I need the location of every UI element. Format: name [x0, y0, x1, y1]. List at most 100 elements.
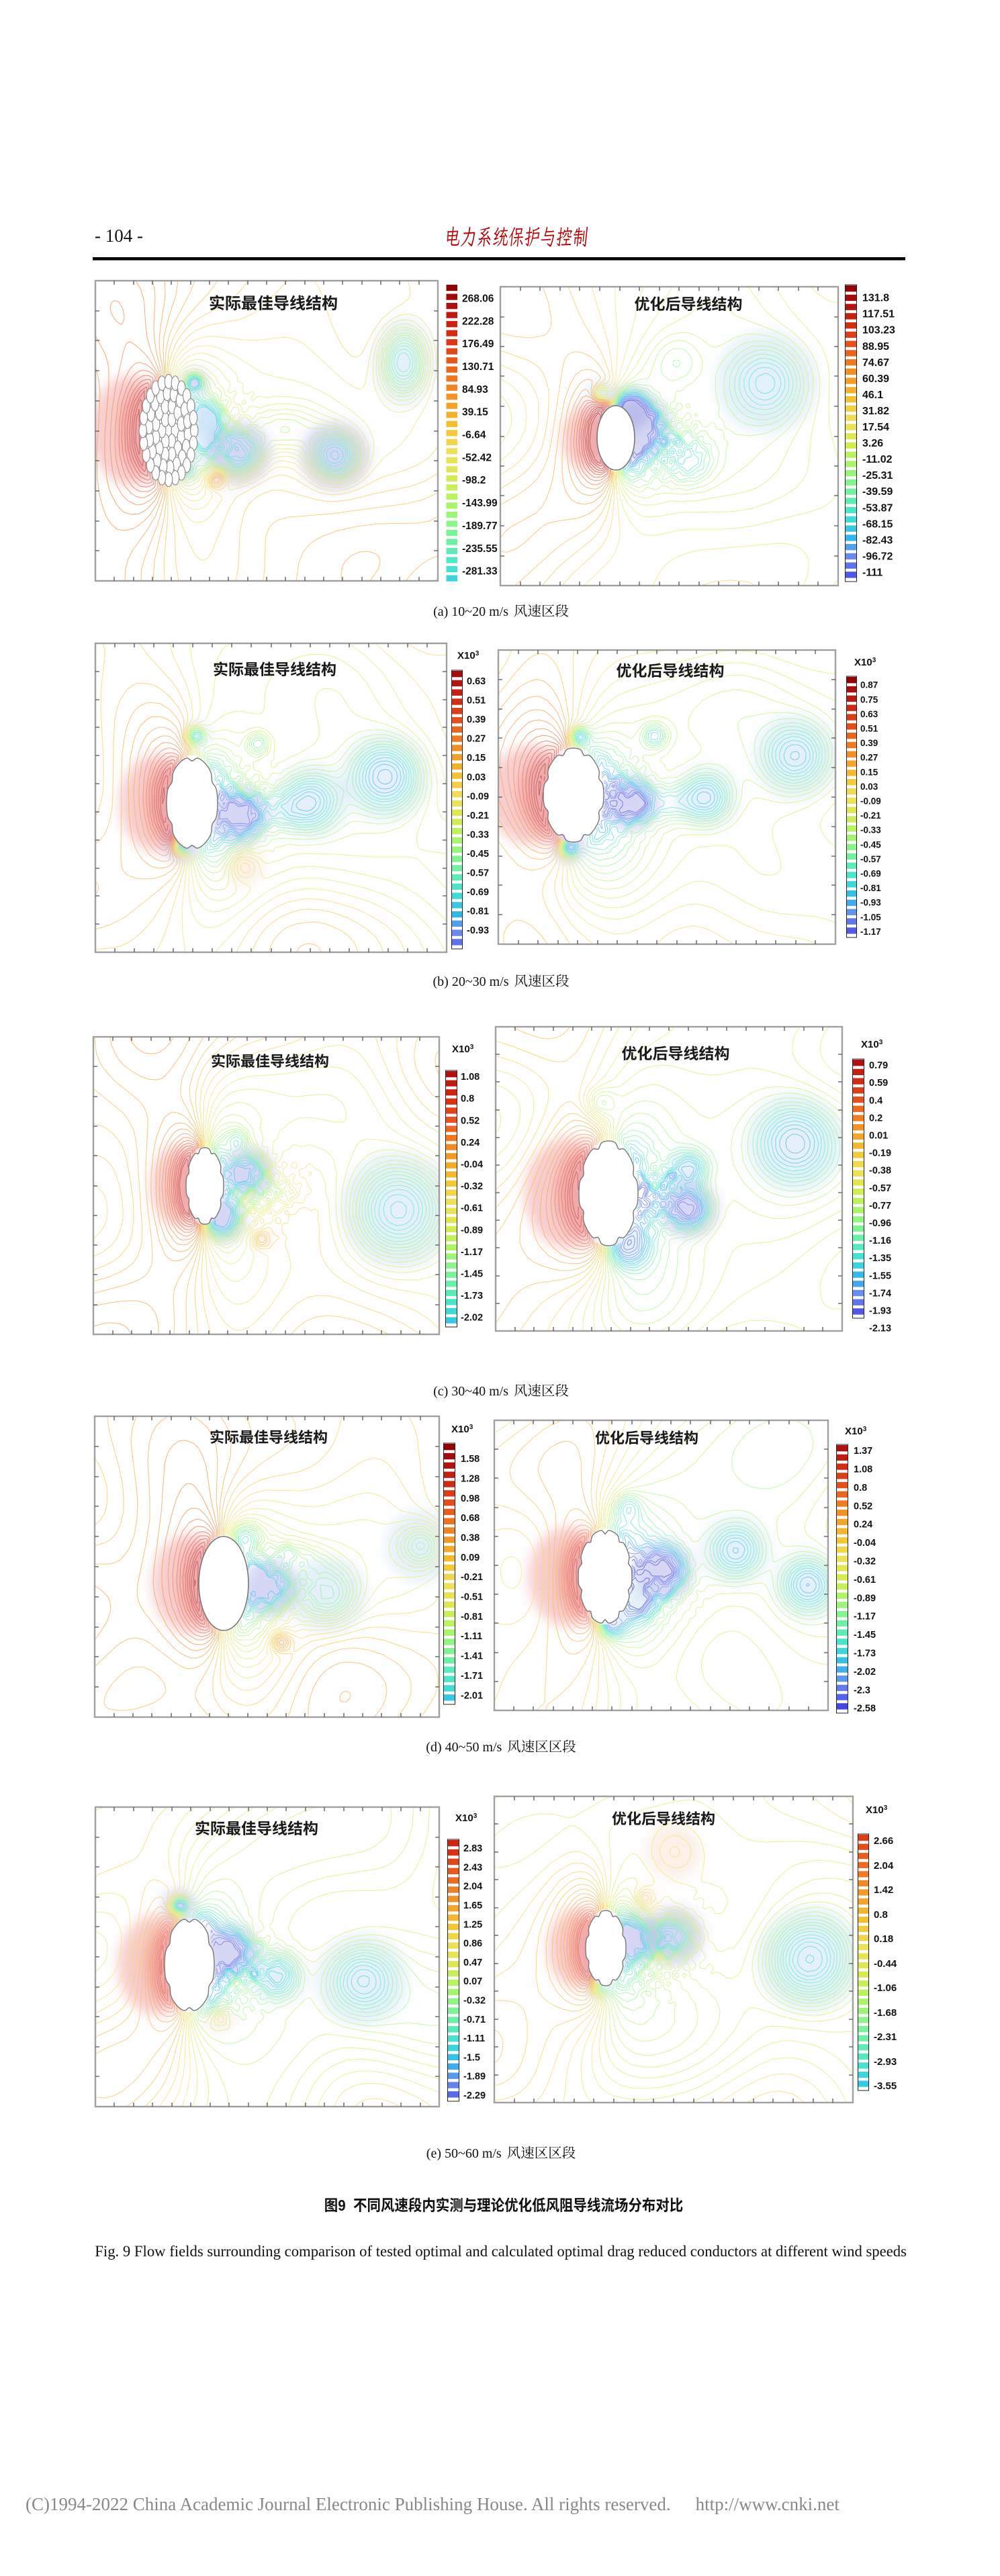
svg-text:-1.74: -1.74 — [869, 1288, 891, 1299]
svg-text:1.42: 1.42 — [874, 1884, 893, 1896]
svg-text:Fig. 9 Flow fields surrounding: Fig. 9 Flow fields surrounding compariso… — [95, 2243, 907, 2260]
svg-text:103.23: 103.23 — [862, 325, 895, 336]
svg-text:-1.17: -1.17 — [854, 1612, 876, 1622]
svg-text:-0.45: -0.45 — [860, 839, 881, 849]
svg-text:-0.57: -0.57 — [860, 854, 881, 864]
svg-text:-1.41: -1.41 — [461, 1651, 483, 1662]
svg-text:0.98: 0.98 — [461, 1493, 480, 1504]
svg-text:0.52: 0.52 — [461, 1115, 480, 1126]
svg-text:0.63: 0.63 — [860, 709, 878, 719]
svg-text:-52.42: -52.42 — [462, 452, 492, 463]
svg-text:-0.32: -0.32 — [854, 1557, 876, 1567]
svg-text:-1.73: -1.73 — [854, 1649, 876, 1659]
svg-text:-1.71: -1.71 — [461, 1671, 483, 1682]
svg-text:0.8: 0.8 — [461, 1094, 474, 1105]
svg-text:-1.05: -1.05 — [860, 912, 881, 922]
svg-text:(d) 40~50 m/s: (d) 40~50 m/s — [426, 1740, 502, 1755]
svg-text:-1.45: -1.45 — [461, 1269, 483, 1280]
svg-text:60.39: 60.39 — [862, 373, 889, 385]
svg-text:0.52: 0.52 — [854, 1501, 872, 1512]
svg-text:-0.77: -0.77 — [869, 1201, 891, 1211]
svg-text:0.38: 0.38 — [461, 1533, 480, 1544]
svg-text:84.93: 84.93 — [462, 384, 488, 396]
svg-text:222.28: 222.28 — [462, 316, 494, 327]
svg-text:-0.09: -0.09 — [860, 796, 881, 807]
svg-text:-0.04: -0.04 — [854, 1538, 876, 1549]
svg-text:17.54: 17.54 — [862, 422, 889, 433]
svg-text:-11.02: -11.02 — [862, 454, 893, 465]
svg-text:-6.64: -6.64 — [462, 430, 486, 441]
svg-text:-1.06: -1.06 — [874, 1982, 897, 1994]
svg-text:0.75: 0.75 — [860, 694, 878, 704]
svg-text:2.04: 2.04 — [463, 1882, 482, 1892]
svg-text:1.08: 1.08 — [854, 1465, 872, 1475]
svg-text:-1.55: -1.55 — [869, 1271, 891, 1281]
svg-text:-189.77: -189.77 — [462, 520, 498, 532]
svg-text:-96.72: -96.72 — [862, 551, 893, 562]
svg-text:0.2: 0.2 — [869, 1113, 882, 1123]
svg-text:-1.17: -1.17 — [461, 1247, 483, 1258]
svg-text:-1.16: -1.16 — [869, 1236, 891, 1246]
svg-text:-0.32: -0.32 — [463, 1996, 486, 2007]
svg-text:-0.04: -0.04 — [461, 1160, 483, 1170]
svg-text:X103: X103 — [845, 1426, 867, 1437]
svg-text:X103: X103 — [854, 657, 876, 668]
svg-text:-1.93: -1.93 — [869, 1306, 891, 1317]
svg-text:131.8: 131.8 — [862, 293, 889, 304]
svg-text:-0.57: -0.57 — [467, 868, 489, 879]
svg-text:-0.93: -0.93 — [467, 925, 489, 936]
svg-text:(a) 10~20 m/s: (a) 10~20 m/s — [433, 604, 508, 619]
svg-text:-53.87: -53.87 — [862, 502, 893, 514]
svg-text:0.59: 0.59 — [869, 1078, 888, 1089]
svg-text:-0.09: -0.09 — [467, 791, 489, 802]
svg-text:-1.89: -1.89 — [463, 2072, 486, 2082]
svg-text:-0.81: -0.81 — [467, 907, 489, 917]
svg-text:-0.61: -0.61 — [854, 1575, 876, 1585]
svg-text:0.51: 0.51 — [467, 696, 486, 706]
svg-text:-2.02: -2.02 — [854, 1667, 876, 1677]
svg-text:-0.19: -0.19 — [869, 1148, 891, 1159]
svg-text:2.66: 2.66 — [874, 1835, 893, 1847]
svg-text:0.18: 0.18 — [874, 1933, 893, 1945]
svg-text:-3.55: -3.55 — [874, 2080, 897, 2092]
svg-text:-1.11: -1.11 — [463, 2033, 485, 2044]
svg-text:-2.13: -2.13 — [869, 1324, 891, 1334]
svg-text:9: 9 — [338, 2197, 345, 2214]
svg-text:-2.3: -2.3 — [854, 1685, 870, 1696]
svg-text:-2.01: -2.01 — [461, 1690, 483, 1701]
svg-text:-0.45: -0.45 — [467, 849, 489, 860]
svg-text:0.39: 0.39 — [467, 715, 486, 725]
svg-text:-0.69: -0.69 — [860, 869, 881, 879]
svg-text:0.03: 0.03 — [467, 772, 486, 783]
svg-text:-2.58: -2.58 — [854, 1704, 876, 1714]
svg-text:-82.43: -82.43 — [862, 535, 893, 546]
svg-text:1.08: 1.08 — [461, 1072, 480, 1083]
svg-text:0.63: 0.63 — [467, 676, 486, 687]
svg-text:-0.21: -0.21 — [461, 1572, 483, 1583]
svg-text:0.68: 0.68 — [461, 1513, 480, 1524]
svg-text:-0.81: -0.81 — [860, 883, 881, 893]
svg-text:1.65: 1.65 — [463, 1900, 482, 1911]
svg-text:-0.81: -0.81 — [461, 1612, 483, 1622]
svg-text:0.79: 0.79 — [869, 1060, 888, 1071]
svg-text:(e) 50~60 m/s: (e) 50~60 m/s — [426, 2146, 502, 2161]
svg-text:1.58: 1.58 — [461, 1454, 480, 1465]
svg-text:117.51: 117.51 — [862, 309, 895, 320]
svg-text:3.26: 3.26 — [862, 438, 883, 449]
svg-text:-2.31: -2.31 — [874, 2031, 897, 2043]
svg-text:X103: X103 — [457, 650, 480, 661]
svg-text:-235.55: -235.55 — [462, 543, 498, 555]
svg-text:-0.69: -0.69 — [467, 887, 489, 898]
svg-text:X103: X103 — [455, 1812, 478, 1824]
svg-text:0.15: 0.15 — [860, 767, 878, 777]
svg-text:0.09: 0.09 — [461, 1553, 480, 1563]
svg-text:X103: X103 — [861, 1039, 883, 1050]
svg-text:-143.99: -143.99 — [462, 498, 498, 509]
svg-text:-0.21: -0.21 — [860, 811, 881, 821]
svg-text:0.47: 0.47 — [463, 1958, 482, 1968]
svg-text:-0.89: -0.89 — [854, 1593, 876, 1604]
svg-text:2.83: 2.83 — [463, 1843, 482, 1854]
svg-text:0.8: 0.8 — [854, 1483, 867, 1493]
svg-text:-39.59: -39.59 — [862, 486, 893, 498]
svg-text:-2.29: -2.29 — [463, 2090, 486, 2101]
